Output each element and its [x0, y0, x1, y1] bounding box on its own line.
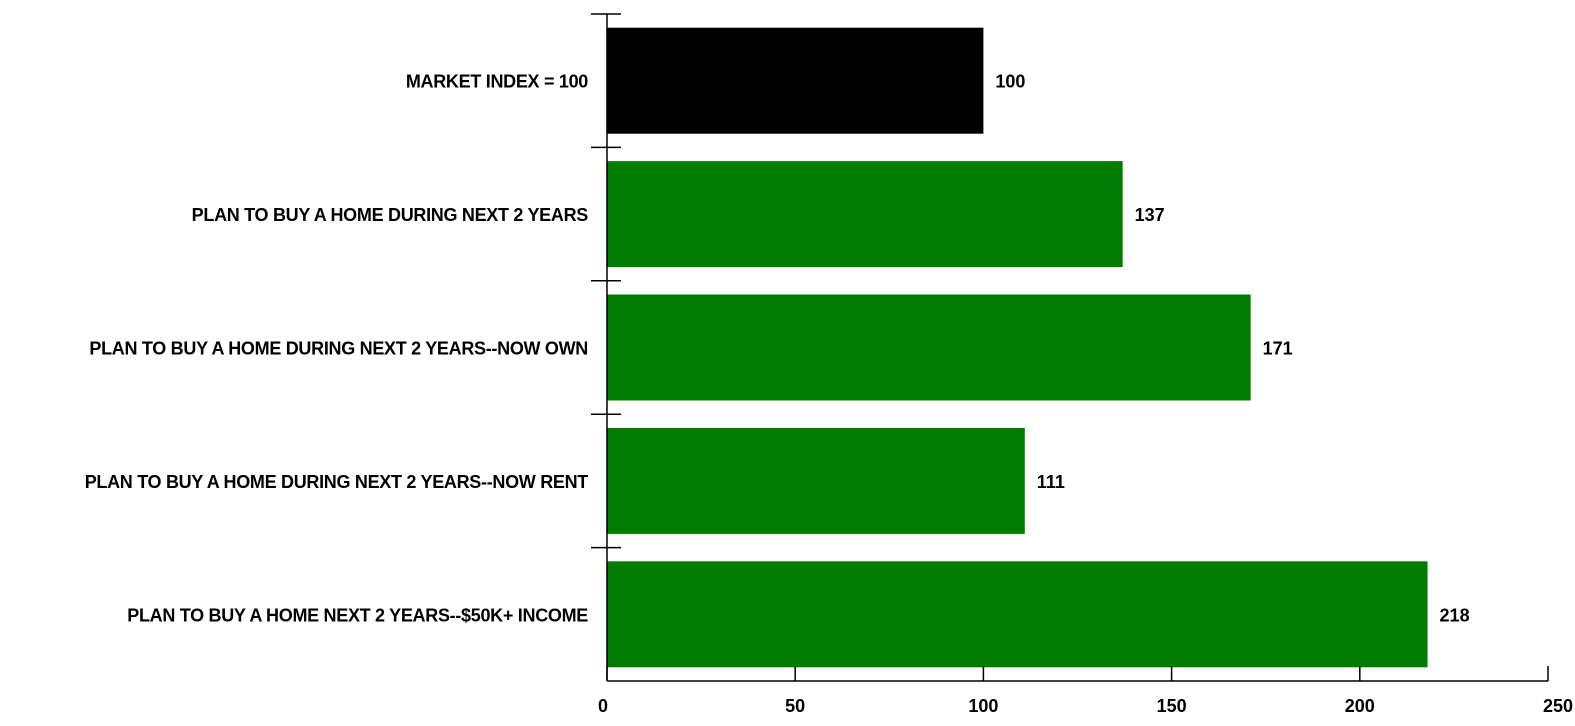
- bars-layer: [607, 27, 1428, 668]
- bar-4: [607, 427, 1025, 534]
- bar-5: [607, 561, 1428, 668]
- category-label-1: MARKET INDEX = 100: [406, 72, 588, 92]
- value-label-5: 218: [1440, 605, 1470, 625]
- category-label-2: PLAN TO BUY A HOME DURING NEXT 2 YEARS: [192, 205, 589, 225]
- x-tick-label-0: 0: [598, 696, 608, 716]
- value-label-4: 111: [1037, 472, 1065, 492]
- bar-1: [607, 27, 984, 134]
- category-label-5: PLAN TO BUY A HOME NEXT 2 YEARS--$50K+ I…: [127, 605, 588, 625]
- x-tick-label-250: 250: [1543, 696, 1573, 716]
- bar-2: [607, 161, 1123, 268]
- value-label-1: 100: [995, 72, 1025, 92]
- category-label-3: PLAN TO BUY A HOME DURING NEXT 2 YEARS--…: [89, 339, 588, 359]
- x-tick-label-150: 150: [1157, 696, 1187, 716]
- value-label-2: 137: [1135, 205, 1165, 225]
- labels-layer: MARKET INDEX = 100 100 PLAN TO BUY A HOME …: [85, 72, 1573, 716]
- value-label-3: 171: [1263, 339, 1293, 359]
- category-label-4: PLAN TO BUY A HOME DURING NEXT 2 YEARS--…: [85, 472, 589, 492]
- x-tick-label-50: 50: [785, 696, 805, 716]
- x-tick-label-100: 100: [968, 696, 998, 716]
- axes-layer: [591, 13, 1549, 682]
- x-tick-label-200: 200: [1345, 696, 1375, 716]
- bar-3: [607, 294, 1251, 401]
